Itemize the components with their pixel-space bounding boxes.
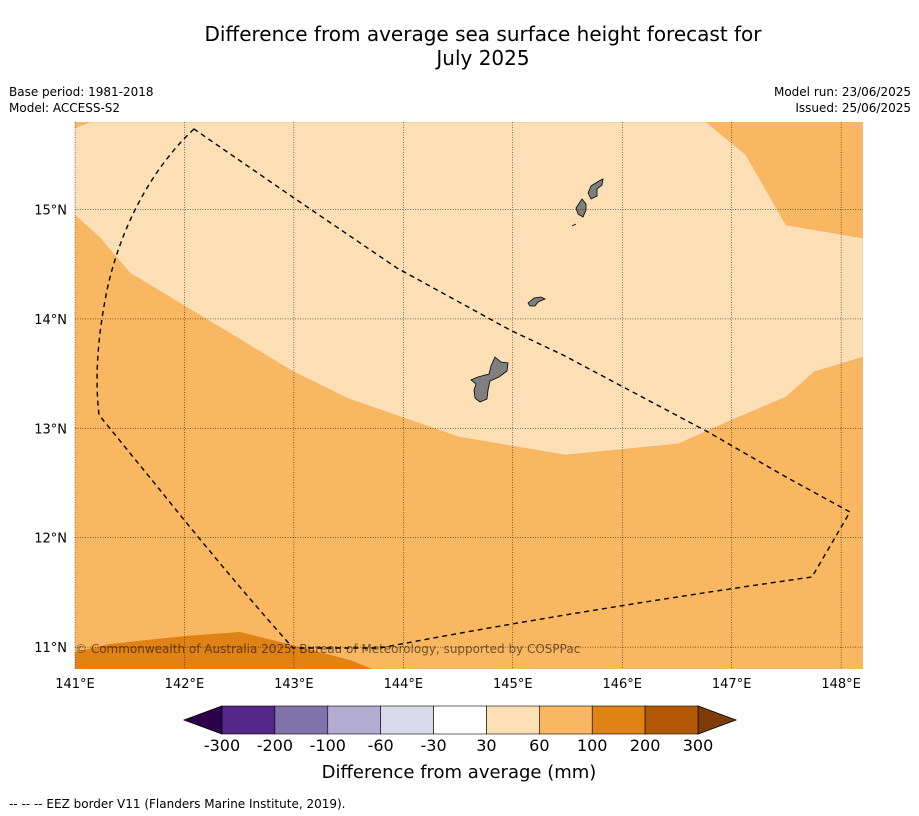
lat-tick-label: 11°N (34, 641, 67, 656)
colorbar-segment (591, 705, 646, 735)
model-run-text: Model run: 23/06/2025 (773, 85, 911, 99)
model-text: Model: ACCESS-S2 (9, 101, 121, 115)
graticule (74, 122, 863, 669)
colorbar-tick-label: 60 (529, 736, 549, 755)
colorbar-tick-label: 100 (577, 736, 608, 755)
colorbar-title: Difference from average (mm) (322, 762, 597, 783)
island-guam (470, 356, 509, 403)
colorbar-segment (644, 705, 699, 735)
colorbar-segment (221, 705, 276, 735)
map-figure: © Commonwealth of Australia 2025, Bureau… (34, 122, 863, 783)
lat-tick-label: 13°N (34, 422, 67, 437)
lon-tick-label: 142°E (165, 677, 205, 692)
copyright-text: © Commonwealth of Australia 2025, Bureau… (75, 642, 580, 656)
lon-tick-label: 146°E (602, 677, 642, 692)
colorbar-tick-label: 30 (476, 736, 496, 755)
map-title: Difference from average sea surface heig… (0, 22, 919, 70)
lat-tick-label: 14°N (34, 313, 67, 328)
model-info: Base period: 1981-2018 Model: ACCESS-S2 (9, 84, 154, 116)
lon-tick-label: 143°E (274, 677, 314, 692)
colorbar-segment (327, 705, 381, 735)
colorbar-over-arrow (697, 705, 738, 735)
colorbar-tick-label: -100 (310, 736, 346, 755)
contour-100-200 (75, 632, 372, 669)
island-tinian (575, 198, 587, 218)
title-line-2: July 2025 (436, 46, 530, 70)
colorbar-tick-label: -30 (420, 736, 446, 755)
colorbar-under-arrow (182, 705, 223, 735)
colorbar-segment (539, 705, 593, 735)
lon-tick-label: 144°E (384, 677, 424, 692)
lon-tick-label: 148°E (821, 677, 861, 692)
contour-30-60 (75, 122, 863, 456)
colorbar-tick-label: -60 (368, 736, 394, 755)
eez-legend-note: -- -- -- EEZ border V11 (Flanders Marine… (9, 797, 346, 811)
colorbar-tick-label: -300 (204, 736, 240, 755)
colorbar-segment (380, 705, 434, 735)
lat-tick-label: 12°N (34, 532, 67, 547)
colorbar-segment (486, 705, 540, 735)
colorbar-tick-label: 300 (683, 736, 714, 755)
axis-tick-labels: 141°E 142°E 143°E 144°E 145°E 146°E 147°E 148°E… (34, 204, 861, 692)
colorbar-tick-label: -200 (257, 736, 293, 755)
lat-tick-label: 15°N (34, 204, 67, 219)
colorbar-tick-label: 200 (630, 736, 661, 755)
run-info: Model run: 23/06/2025 Issued: 25/06/2025 (774, 84, 911, 116)
island-saipan (587, 178, 604, 200)
colorbar: -300 -200 -100 -60 -30 30 60 100 200 300 (182, 705, 738, 755)
title-line-1: Difference from average sea surface heig… (204, 22, 762, 46)
colorbar-segment (274, 705, 329, 735)
island-rota (527, 296, 546, 307)
lon-tick-label: 145°E (493, 677, 533, 692)
lon-tick-label: 147°E (712, 677, 752, 692)
issued-text: Issued: 25/06/2025 (795, 101, 911, 115)
colorbar-segment (433, 705, 487, 735)
base-period-text: Base period: 1981-2018 (9, 85, 154, 99)
lon-tick-label: 141°E (55, 677, 95, 692)
eez-border-line (96, 128, 851, 649)
island-aguijan (571, 223, 577, 227)
